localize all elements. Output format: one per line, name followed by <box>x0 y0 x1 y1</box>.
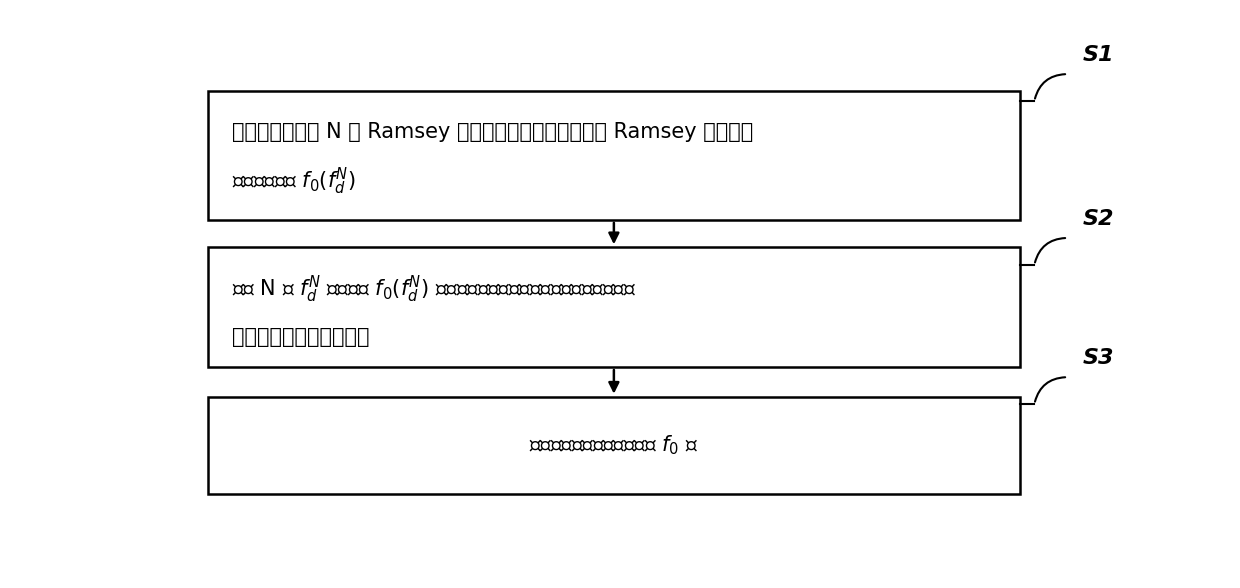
Bar <box>208 396 1019 494</box>
Text: 根据 N 个 $f_d^N$ 和对应的 $f_0(f_d^N)$ 组成的坐标点在正交平面坐标系中进行直线: 根据 N 个 $f_d^N$ 和对应的 $f_0(f_d^N)$ 组成的坐标点在… <box>232 273 636 305</box>
Text: 拟合，获得拟合直线方程: 拟合，获得拟合直线方程 <box>232 327 370 347</box>
Text: 的结果得到的 $f_0(f_d^N)$: 的结果得到的 $f_0(f_d^N)$ <box>232 166 356 197</box>
Text: S3: S3 <box>1083 348 1114 368</box>
Text: 对量子比特进行 N 次 Ramsey 干涉实验，并记录根据每次 Ramsey 干涉实验: 对量子比特进行 N 次 Ramsey 干涉实验，并记录根据每次 Ramsey 干… <box>232 122 753 142</box>
Bar <box>208 247 1019 367</box>
Text: 根据所述拟合直线方程获得 $f_0$ 值: 根据所述拟合直线方程获得 $f_0$ 值 <box>529 433 698 457</box>
Text: S1: S1 <box>1083 45 1114 65</box>
Text: S2: S2 <box>1083 209 1114 229</box>
Bar <box>208 91 1019 220</box>
